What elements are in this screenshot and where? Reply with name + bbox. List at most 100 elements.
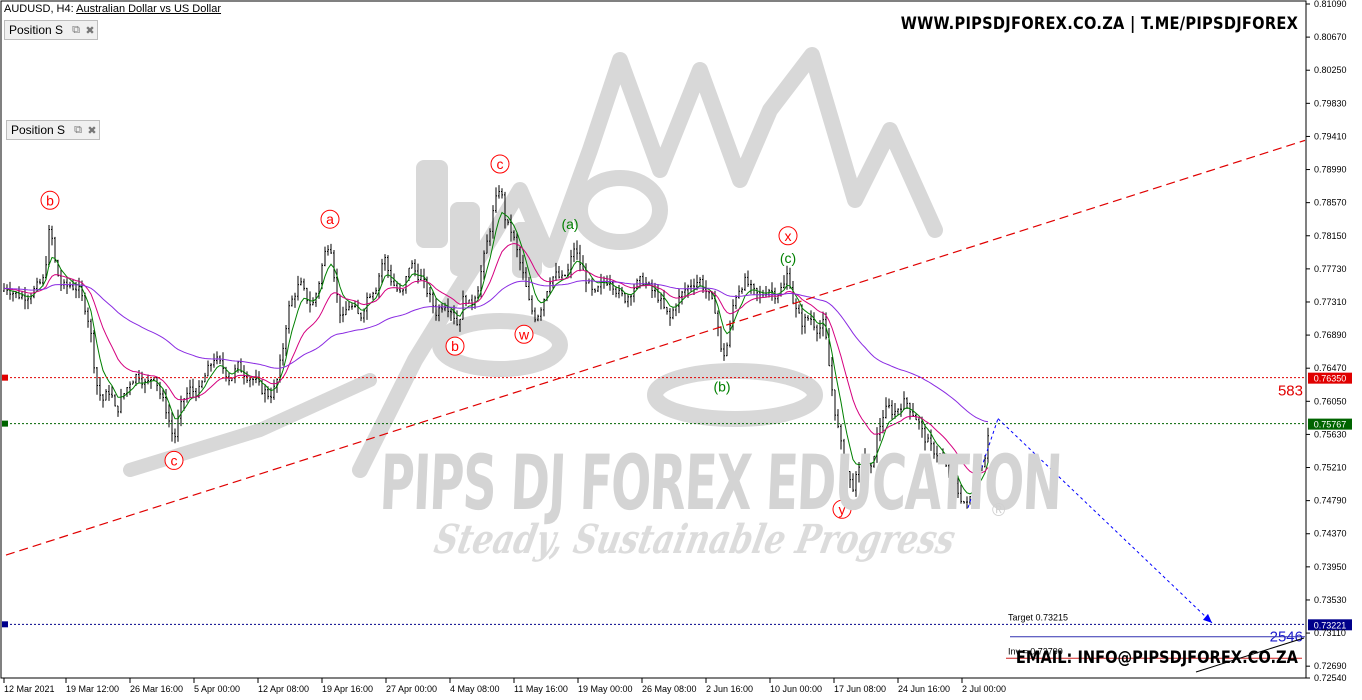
candle: [189, 379, 191, 399]
price-tick-label: 0.73110: [1314, 628, 1346, 638]
candle: [360, 312, 362, 322]
wave-label: (c): [780, 250, 796, 266]
candle: [3, 283, 5, 293]
candle: [879, 418, 881, 442]
restore-icon[interactable]: ⧉: [72, 23, 80, 36]
watermark-slogan: Steady, Sustainable Progress: [430, 516, 960, 563]
candle: [612, 280, 614, 296]
candle: [723, 343, 725, 361]
price-tick-label: 0.75630: [1314, 429, 1347, 439]
candle: [51, 225, 53, 246]
candle: [372, 291, 374, 300]
time-tick-label: 10 Jun 00:00: [770, 684, 822, 694]
candle: [447, 298, 449, 318]
candle: [657, 284, 659, 303]
candle: [600, 273, 602, 295]
candle: [615, 286, 617, 298]
resistance-price-label: 0.76350: [1314, 374, 1347, 384]
candle: [90, 318, 92, 343]
wave-circle: [40, 190, 60, 210]
candle: [987, 427, 989, 464]
candle: [537, 314, 539, 322]
candle: [453, 305, 455, 325]
candle: [624, 292, 626, 304]
candle: [141, 371, 143, 389]
price-tick-label: 0.75210: [1314, 463, 1347, 473]
candle: [126, 387, 128, 397]
candle: [951, 473, 953, 486]
candle: [306, 287, 308, 304]
watermark-title: PIPS DJ FOREX EDUCATION: [378, 438, 1064, 527]
candle: [492, 205, 494, 239]
wave-label: (a): [561, 216, 578, 232]
candle: [327, 245, 329, 256]
candle: [852, 473, 854, 493]
candle: [237, 361, 239, 373]
price-tick-label: 0.80250: [1314, 65, 1347, 75]
candle: [294, 292, 296, 308]
candle: [84, 292, 86, 315]
candle: [252, 376, 254, 386]
wave-circle: [832, 499, 852, 519]
candle: [384, 254, 386, 271]
candle: [171, 411, 173, 442]
candle: [105, 389, 107, 401]
price-tick-label: 0.76890: [1314, 330, 1347, 340]
wave-text: x: [785, 228, 792, 244]
time-tick-label: 26 Mar 16:00: [130, 684, 183, 694]
candle: [936, 445, 938, 463]
candle: [45, 255, 47, 280]
candle: [144, 378, 146, 394]
candle: [147, 374, 149, 385]
candle: [978, 460, 980, 484]
invalidation-note: Inv = 0.72790: [1008, 646, 1063, 656]
candle: [102, 393, 104, 408]
candle: [630, 293, 632, 306]
projection-arrowhead: [1203, 613, 1212, 623]
candle: [420, 268, 422, 281]
candle: [87, 307, 89, 328]
candle: [375, 287, 377, 295]
wave-text: (a): [561, 216, 578, 232]
candle: [192, 378, 194, 399]
candle: [243, 365, 245, 385]
candle: [552, 276, 554, 289]
candle: [156, 377, 158, 392]
price-tick-label: 0.79410: [1314, 131, 1347, 141]
candle: [222, 352, 224, 374]
candle: [291, 295, 293, 307]
candle: [48, 225, 50, 267]
candle: [690, 279, 692, 292]
candle: [120, 388, 122, 414]
website-banner: WWW.PIPSDJFOREX.CO.ZA | T.ME/PIPSDJFOREX: [900, 14, 1298, 34]
candle: [66, 278, 68, 294]
position-panel[interactable]: Position S ⧉ ✖: [4, 20, 98, 40]
corner-line: [1195, 637, 1305, 673]
chart-title: AUDUSD, H4: Australian Dollar vs US Doll…: [4, 3, 221, 15]
slow-ma-line: [3, 280, 989, 423]
position-panel[interactable]: Position S ⧉ ✖: [6, 120, 100, 140]
support-marker: [2, 420, 8, 427]
candle: [300, 277, 302, 286]
candle: [831, 356, 833, 397]
candle: [402, 288, 404, 296]
candle: [21, 291, 23, 300]
candle: [933, 441, 935, 459]
candle: [726, 342, 728, 357]
candle: [351, 302, 353, 310]
time-tick-label: 11 May 16:00: [514, 684, 568, 694]
candle: [954, 472, 956, 489]
time-tick-label: 19 Apr 16:00: [322, 684, 373, 694]
candle: [531, 295, 533, 315]
candle: [810, 310, 812, 326]
wave-label: c: [490, 154, 510, 174]
candle: [510, 214, 512, 242]
close-icon[interactable]: ✖: [87, 124, 97, 137]
target-note: Target 0.73215: [1008, 612, 1068, 622]
wave-label: x: [778, 226, 798, 246]
restore-icon[interactable]: ⧉: [74, 123, 82, 136]
candle: [747, 270, 749, 287]
close-icon[interactable]: ✖: [85, 24, 95, 37]
